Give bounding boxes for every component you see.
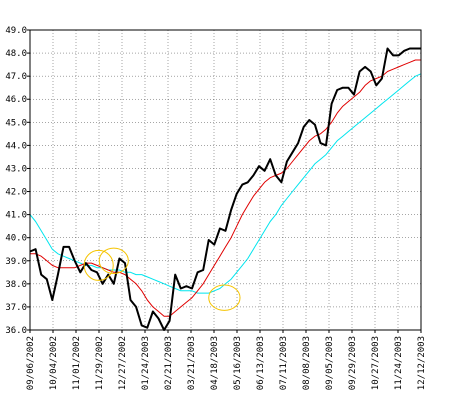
y-tick-label: 38.0 (5, 280, 27, 290)
x-tick-label: 12/27/2002 (118, 336, 128, 390)
data-series (29, 47, 422, 331)
x-tick-label: 02/21/2003 (164, 336, 174, 390)
y-tick-label: 44.0 (5, 141, 27, 151)
y-tick-label: 41.0 (5, 211, 27, 221)
x-tick-label: 10/04/2002 (49, 336, 59, 390)
annotations (83, 247, 241, 311)
x-axis-ticks: 09/06/2002 10/04/2002 11/01/2002 11/29/2002… (26, 330, 427, 390)
x-tick-label: 11/01/2002 (72, 336, 82, 390)
y-tick-label: 48.0 (5, 49, 27, 59)
highlight-ellipse (98, 247, 129, 274)
x-tick-label: 05/16/2003 (233, 336, 243, 390)
y-tick-label: 45.0 (5, 118, 27, 128)
y-tick-label: 43.0 (5, 164, 27, 174)
y-tick-label: 36.0 (5, 326, 27, 336)
x-tick-label: 10/27/2003 (371, 336, 381, 390)
series-line-ma-short (30, 59, 421, 317)
series-line-price (29, 47, 421, 331)
y-axis-ticks: 36.0 37.0 38.0 39.0 40.0 41.0 42.0 43.0 44.0 45.0… (5, 26, 30, 336)
x-tick-label: 08/08/2003 (302, 336, 312, 390)
x-tick-label: 06/13/2003 (256, 336, 266, 390)
x-tick-label: 11/29/2002 (95, 336, 105, 390)
x-tick-label: 12/12/2003 (417, 336, 427, 390)
x-tick-label: 01/24/2003 (141, 336, 151, 390)
highlight-ellipse (83, 249, 114, 281)
x-tick-label: 09/29/2003 (348, 336, 358, 390)
highlight-ellipse (208, 284, 241, 311)
x-tick-label: 07/11/2003 (279, 336, 289, 390)
y-tick-label: 42.0 (5, 188, 27, 198)
x-tick-label: 11/24/2003 (394, 336, 404, 390)
plot-frame (29, 29, 422, 331)
series-line-ma-long (29, 73, 422, 294)
x-tick-label: 03/21/2003 (187, 336, 197, 390)
x-tick-label: 09/06/2002 (26, 336, 36, 390)
y-tick-label: 46.0 (5, 95, 27, 105)
y-tick-label: 47.0 (5, 72, 27, 82)
y-tick-label: 39.0 (5, 257, 27, 267)
x-tick-label: 09/05/2003 (325, 336, 335, 390)
y-tick-label: 37.0 (5, 303, 27, 313)
x-tick-label: 04/18/2003 (210, 336, 220, 390)
y-tick-label: 40.0 (5, 234, 27, 244)
y-tick-label: 49.0 (5, 26, 27, 36)
